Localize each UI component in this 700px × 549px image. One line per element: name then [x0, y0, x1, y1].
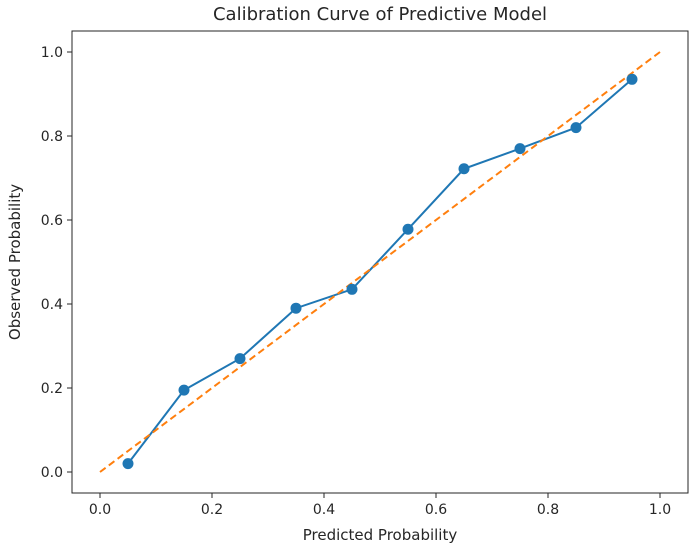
- calibration-series-line: [127, 78, 633, 465]
- y-axis-label: Observed Probability: [6, 184, 24, 340]
- y-axis-ticks: 0.0 0.2 0.4 0.6 0.8 1.0: [41, 45, 72, 481]
- calibration-point: [514, 143, 526, 155]
- x-axis-label: Predicted Probability: [303, 526, 458, 544]
- chart-title: Calibration Curve of Predictive Model: [213, 4, 547, 25]
- calibration-point: [346, 283, 358, 295]
- y-tick-label: 0.8: [41, 129, 63, 145]
- series-layer: [99, 51, 661, 473]
- x-tick-label: 0.8: [537, 502, 559, 518]
- x-tick-label: 0.2: [201, 502, 223, 518]
- y-tick-label: 0.6: [41, 213, 63, 229]
- plot-frame: [71, 30, 689, 494]
- calibration-point: [122, 458, 134, 470]
- y-tick-label: 0.4: [41, 297, 63, 313]
- calibration-point: [570, 122, 582, 134]
- calibration-point: [458, 163, 470, 175]
- calibration-point: [234, 353, 246, 365]
- x-tick-label: 0.0: [89, 502, 111, 518]
- y-tick-label: 0.2: [41, 381, 63, 397]
- calibration-point: [626, 73, 638, 85]
- y-tick-label: 1.0: [41, 45, 63, 61]
- calibration-point: [290, 302, 302, 314]
- calibration-point: [402, 223, 414, 235]
- x-tick-label: 0.6: [425, 502, 447, 518]
- x-tick-label: 1.0: [649, 502, 671, 518]
- reference-diagonal-line: [99, 51, 661, 473]
- x-axis-ticks: 0.0 0.2 0.4 0.6 0.8 1.0: [89, 493, 671, 518]
- calibration-point: [178, 384, 190, 396]
- y-tick-label: 0.0: [41, 465, 63, 481]
- x-tick-label: 0.4: [313, 502, 335, 518]
